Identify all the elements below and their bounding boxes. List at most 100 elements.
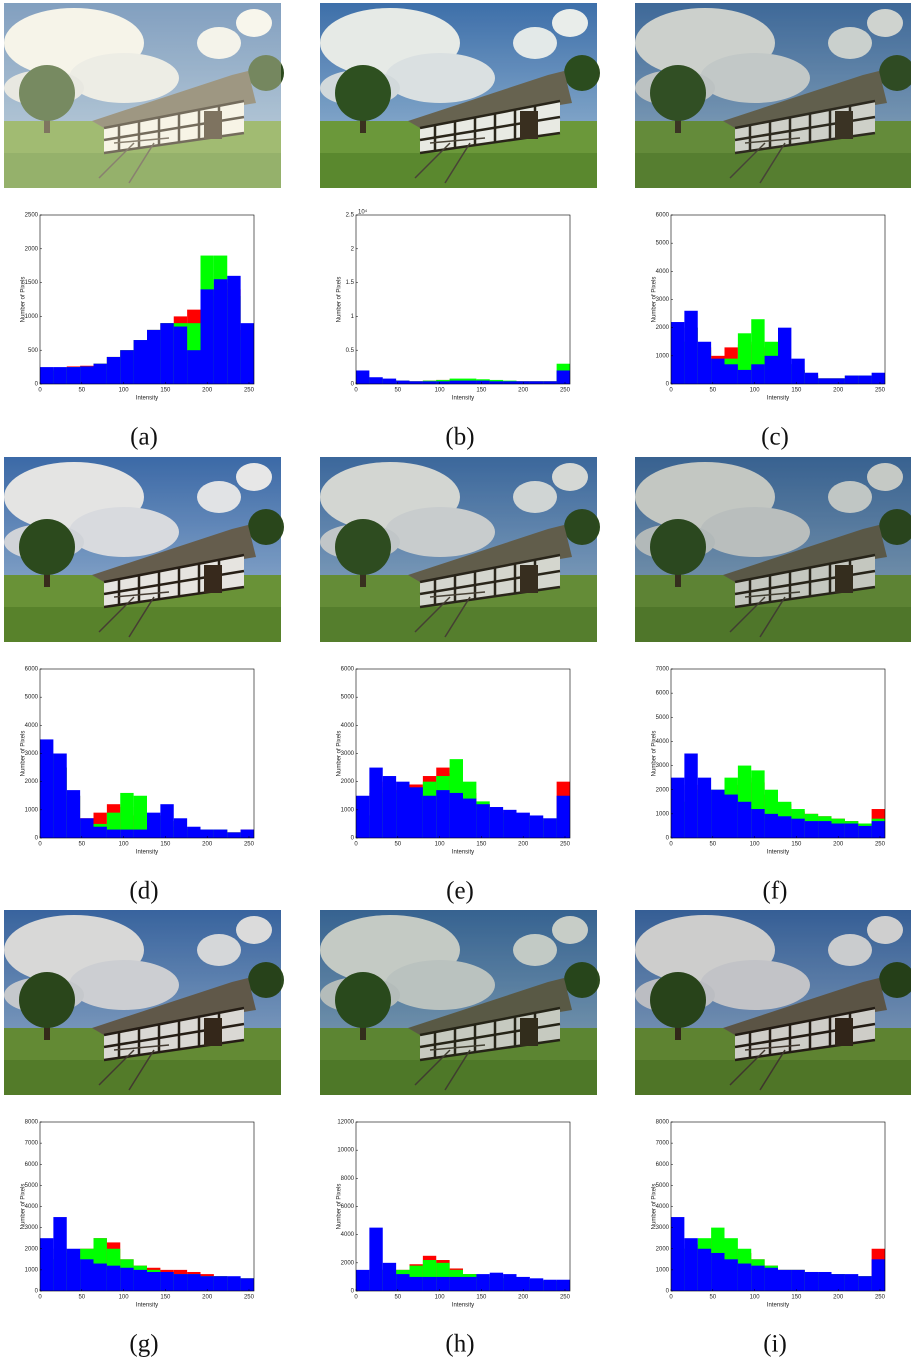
y-tick-label: 6000: [341, 1204, 355, 1210]
plot-frame: [39, 214, 255, 385]
histogram-bar: [187, 1274, 201, 1291]
y-axis-label: Number of Pixels: [21, 731, 27, 777]
y-tick-label: 500: [28, 348, 39, 354]
histogram-bar: [396, 380, 410, 384]
photo-tone: [4, 3, 281, 188]
x-tick-label: 150: [791, 1295, 802, 1301]
histogram-bar: [556, 370, 570, 384]
panel: 0 1000 2000 3000 4000 5000 6000 7000 8000 0 50 100 1…: [633, 908, 911, 1358]
histogram-bar: [80, 1259, 94, 1291]
x-tick-label: 0: [38, 842, 42, 848]
histogram-bar: [671, 777, 685, 838]
x-tick-label: 50: [394, 842, 401, 848]
histogram-bar: [764, 355, 778, 384]
y-tick-label: 4000: [25, 723, 39, 729]
histogram-bar: [778, 1269, 792, 1291]
histogram-bar: [213, 279, 228, 384]
histogram-bar: [227, 275, 241, 384]
histogram-bar: [529, 381, 544, 384]
x-tick-label: 0: [354, 842, 358, 848]
x-tick-label: 100: [750, 388, 761, 394]
histogram-bar: [173, 818, 188, 838]
y-axis-label: Number of Pixels: [337, 731, 343, 777]
histogram-bar: [684, 1238, 698, 1291]
x-axis-label: Intensity: [767, 396, 789, 402]
panel: 0 1000 2000 3000 4000 5000 6000 0 50 100 150 200 250…: [2, 455, 286, 905]
x-tick-label: 200: [833, 388, 844, 394]
histogram-bar: [382, 776, 397, 838]
x-tick-label: 150: [476, 1295, 487, 1301]
histogram-bar: [804, 821, 819, 838]
histogram-bar: [227, 832, 241, 838]
histogram-bar: [80, 366, 94, 384]
histogram-bar: [93, 826, 107, 838]
y-tick-label: 3000: [25, 1225, 39, 1231]
y-tick-label: 1000: [25, 314, 39, 320]
histogram-bar: [543, 381, 557, 384]
histogram-bar: [697, 777, 712, 838]
histogram-bar: [804, 1271, 819, 1291]
panel: 0 0.5 1 1.5 2 2.5 0 50 100 150 200 250 10⁴ Intensity N…: [318, 1, 602, 451]
histogram-bar: [120, 1267, 134, 1291]
x-tick-label: 200: [518, 388, 529, 394]
y-axis-label: Number of Pixels: [21, 277, 27, 323]
histogram-bar: [751, 809, 765, 838]
histogram-bar: [133, 1269, 147, 1291]
y-tick-label: 7000: [656, 1141, 670, 1147]
histogram-bar: [684, 310, 698, 384]
histogram-bar: [778, 816, 792, 838]
histogram-bar: [409, 381, 423, 384]
histogram-bar: [791, 818, 805, 838]
y-tick-label: 3000: [25, 751, 39, 757]
x-tick-label: 100: [119, 842, 130, 848]
histogram-bar: [227, 1276, 241, 1291]
y-tick-label: 2500: [25, 213, 39, 219]
y-tick-label: 5000: [25, 695, 39, 701]
histogram-bar: [463, 1276, 477, 1291]
y-axis-label: Number of Pixels: [652, 1184, 658, 1230]
histogram-bar: [476, 380, 490, 384]
histogram-bar: [724, 794, 738, 838]
y-tick-label: 8000: [341, 1176, 355, 1182]
histogram-bar: [529, 815, 544, 838]
y-tick-label: 5000: [25, 1183, 39, 1189]
histogram-bar: [120, 829, 134, 838]
histogram-bar: [436, 790, 450, 838]
histogram-bar: [80, 818, 94, 838]
histogram-bar: [53, 367, 67, 384]
histogram-bar: [106, 829, 121, 838]
y-multiplier: 10⁴: [358, 209, 368, 216]
histogram-bar: [396, 781, 410, 838]
y-tick-label: 0: [666, 382, 670, 388]
histogram-bar: [356, 795, 370, 838]
histogram-bar: [858, 375, 872, 384]
histogram-bar: [187, 826, 201, 838]
x-axis-label: Intensity: [452, 1303, 474, 1309]
x-axis-label: Intensity: [136, 850, 158, 856]
histogram-bar: [66, 1248, 81, 1291]
photo-tone: [4, 910, 281, 1095]
caption: (i): [763, 1331, 787, 1358]
histogram-bar: [858, 825, 872, 838]
y-tick-label: 1000: [656, 811, 670, 817]
histogram-bar: [711, 358, 725, 384]
caption: (c): [761, 424, 789, 451]
y-tick-label: 2000: [25, 779, 39, 785]
histogram-bar: [40, 739, 54, 838]
histogram-bar: [160, 1271, 174, 1291]
histogram-bar: [93, 363, 107, 384]
photo-tone: [635, 910, 911, 1095]
y-axis-label: Number of Pixels: [21, 1184, 27, 1230]
histogram-bar: [503, 809, 517, 838]
x-axis-label: Intensity: [767, 1303, 789, 1309]
x-tick-label: 0: [669, 388, 673, 394]
y-tick-label: 5000: [341, 695, 355, 701]
x-axis-label: Intensity: [452, 850, 474, 856]
histogram-bar: [200, 289, 214, 384]
histogram-bar: [751, 1265, 765, 1291]
x-tick-label: 150: [160, 388, 171, 394]
x-tick-label: 200: [518, 842, 529, 848]
x-tick-label: 100: [119, 388, 130, 394]
histogram-bar: [463, 380, 477, 384]
